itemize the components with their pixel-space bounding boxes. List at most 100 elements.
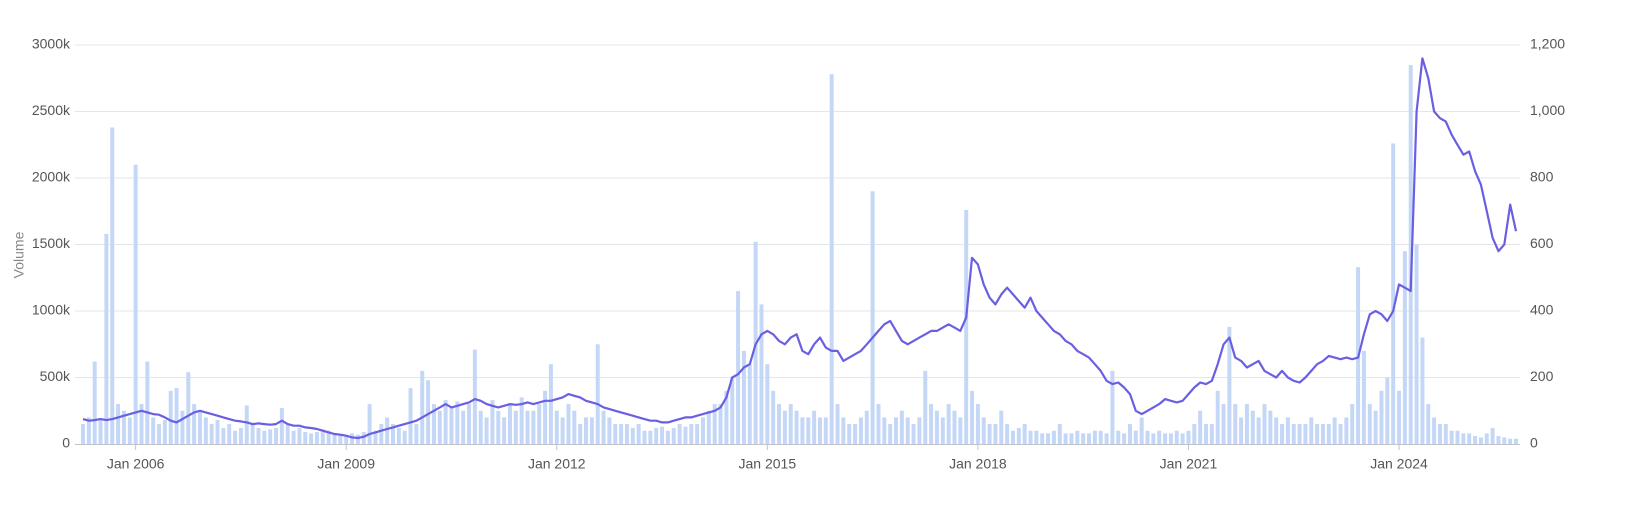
y2-tick-label: 400	[1530, 302, 1554, 318]
volume-bar	[1455, 430, 1460, 444]
volume-bar	[1274, 417, 1279, 444]
volume-bar	[648, 430, 653, 444]
volume-bar	[168, 390, 173, 444]
volume-bar	[566, 404, 571, 444]
volume-bar	[1110, 370, 1115, 444]
volume-bar	[1426, 404, 1431, 444]
volume-bar	[1484, 433, 1489, 444]
volume-bar	[876, 404, 881, 444]
volume-bar	[759, 304, 764, 444]
volume-bar	[899, 410, 904, 444]
y-tick-label: 1000k	[32, 302, 71, 318]
volume-bar	[952, 410, 957, 444]
volume-bar	[771, 390, 776, 444]
volume-bar	[361, 432, 366, 444]
volume-bar	[1151, 433, 1156, 444]
x-tick-label: Jan 2012	[528, 456, 586, 472]
volume-bar	[548, 364, 553, 444]
volume-bar	[1215, 390, 1220, 444]
volume-bar	[589, 417, 594, 444]
volume-bar	[712, 404, 717, 444]
volume-bar	[841, 417, 846, 444]
volume-bar	[1057, 424, 1062, 444]
volume-bar	[1320, 424, 1325, 444]
volume-bar	[133, 164, 138, 444]
volume-bar	[1180, 433, 1185, 444]
volume-bar	[1040, 433, 1045, 444]
volume-bar	[1373, 410, 1378, 444]
volume-bar	[1122, 433, 1127, 444]
y-tick-label: 3000k	[32, 36, 71, 52]
volume-bar	[1402, 251, 1407, 444]
volume-bar	[484, 417, 489, 444]
volume-bar	[584, 417, 589, 444]
volume-bar	[1016, 428, 1021, 444]
volume-bar	[905, 417, 910, 444]
volume-bar	[244, 405, 249, 444]
volume-bar	[1157, 430, 1162, 444]
volume-bar	[1168, 433, 1173, 444]
y2-tick-label: 1,000	[1530, 102, 1565, 118]
price-line	[82, 57, 1518, 440]
volume-bar	[718, 404, 723, 444]
volume-bar	[1262, 404, 1267, 444]
y2-tick-label: 1,200	[1530, 36, 1565, 52]
x-tick-label: Jan 2006	[107, 456, 165, 472]
volume-bar	[1303, 424, 1308, 444]
volume-bar	[929, 404, 934, 444]
volume-bar	[326, 430, 331, 444]
volume-bar	[1198, 410, 1203, 444]
volume-bar	[350, 433, 355, 444]
volume-bar	[455, 401, 460, 444]
volume-bar	[1420, 337, 1425, 444]
volume-bar	[636, 424, 641, 444]
volume-bar	[385, 417, 390, 444]
volume-bar	[174, 388, 179, 444]
volume-bar	[595, 344, 600, 444]
volume-bar	[1391, 143, 1396, 445]
volume-bar	[1133, 430, 1138, 444]
volume-bar	[765, 364, 770, 444]
volume-bar	[870, 191, 875, 444]
volume-bar	[572, 410, 577, 444]
y2-tick-label: 600	[1530, 235, 1554, 251]
volume-bar	[817, 417, 822, 444]
volume-bar	[1051, 430, 1056, 444]
volume-bar	[192, 404, 197, 444]
volume-bar	[1449, 430, 1454, 444]
volume-bar	[800, 417, 805, 444]
volume-bar	[654, 428, 659, 444]
volume-bar	[1250, 410, 1255, 444]
volume-bar	[993, 424, 998, 444]
volume-bar	[958, 417, 963, 444]
volume-bar	[291, 430, 296, 444]
volume-bar	[741, 350, 746, 444]
volume-bar	[671, 428, 676, 444]
volume-bar	[1163, 433, 1168, 444]
volume-bar	[344, 436, 349, 444]
volume-bar	[81, 424, 85, 444]
volume-bar	[1379, 390, 1384, 444]
volume-bar	[987, 424, 992, 444]
volume-bar	[1139, 417, 1144, 444]
volume-bar	[1309, 417, 1314, 444]
volume-bar	[1490, 428, 1495, 444]
volume-bar	[98, 420, 103, 444]
volume-bar	[408, 388, 413, 444]
volume-bar	[262, 430, 267, 444]
volume-bar	[1063, 433, 1068, 444]
volume-bar	[700, 417, 705, 444]
volume-bar	[1145, 430, 1150, 444]
volume-bar	[1192, 424, 1197, 444]
volume-bar	[145, 361, 150, 444]
volume-bar	[1233, 404, 1238, 444]
volume-bar	[1297, 424, 1302, 444]
volume-bar	[601, 410, 606, 444]
volume-bar	[642, 430, 647, 444]
y2-tick-label: 200	[1530, 368, 1554, 384]
volume-bar	[1046, 433, 1051, 444]
volume-bar	[543, 390, 548, 444]
volume-bar	[537, 404, 542, 444]
volume-bar	[1344, 417, 1349, 444]
volume-bar	[1087, 433, 1092, 444]
